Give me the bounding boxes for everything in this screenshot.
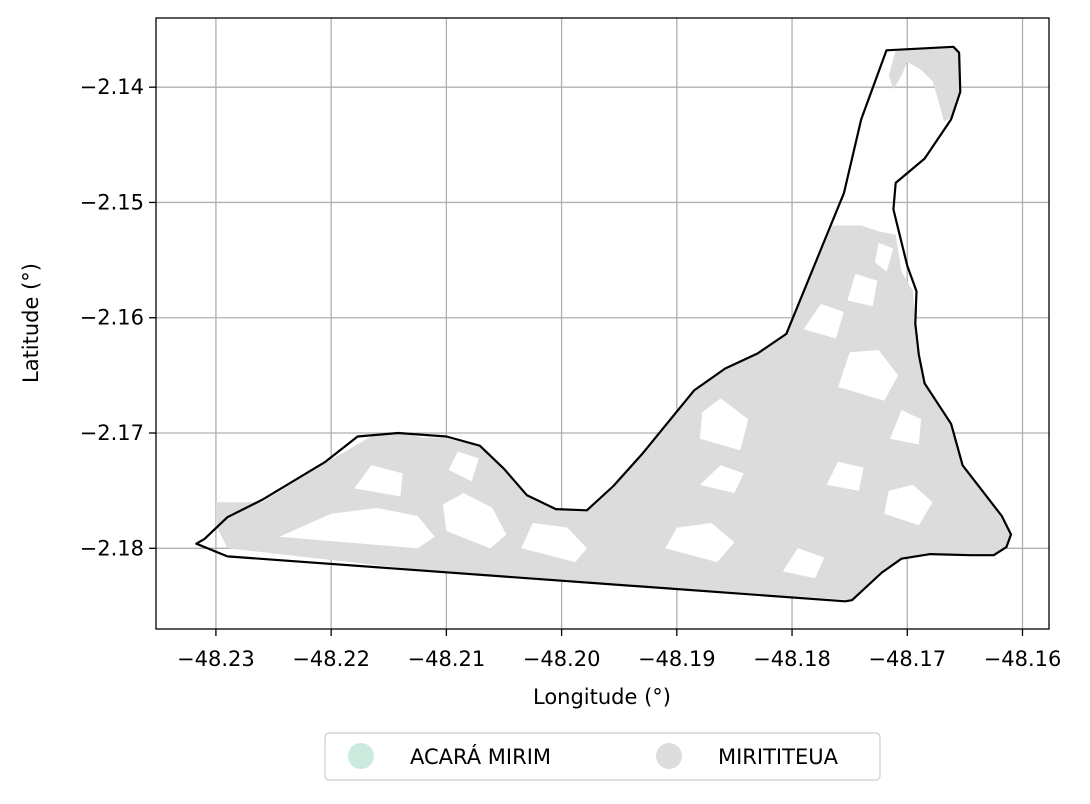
unclassified-gap — [838, 350, 899, 401]
island-boundary — [195, 45, 1013, 603]
y-tick-label: −2.17 — [80, 421, 144, 445]
x-tick-label: −48.17 — [868, 647, 946, 671]
unclassified-gap — [884, 484, 933, 526]
legend-label-acara-mirim: ACARÁ MIRIM — [410, 744, 551, 769]
x-axis-ticks: −48.23 −48.22 −48.21 −48.20 −48.19 −48.18 −48.… — [177, 629, 1061, 671]
x-tick-label: −48.18 — [753, 647, 831, 671]
legend-box — [324, 732, 881, 781]
x-tick-label: −48.21 — [408, 647, 486, 671]
y-tick-label: −2.18 — [80, 536, 144, 560]
legend-marker-mirititeua — [656, 743, 682, 769]
boundary-layer — [195, 45, 1013, 603]
unclassified-gap — [826, 461, 864, 491]
y-axis-ticks: −2.14 −2.15 −2.16 −2.17 −2.18 — [80, 75, 156, 560]
region-layer — [215, 46, 1011, 601]
legend: ACARÁ MIRIM MIRITITEUA — [324, 732, 881, 781]
y-tick-label: −2.16 — [80, 306, 144, 330]
y-tick-label: −2.15 — [80, 190, 144, 214]
unclassified-gap — [803, 303, 844, 339]
unclassified-gap — [890, 410, 922, 445]
unclassified-gap — [699, 465, 744, 493]
x-tick-label: −48.16 — [984, 647, 1062, 671]
unclassified-gap — [448, 451, 479, 482]
unclassified-gap — [782, 548, 825, 579]
y-axis-label: Latitude (°) — [19, 263, 43, 383]
x-axis-label: Longitude (°) — [533, 685, 671, 709]
unclassified-gap — [345, 511, 392, 537]
x-tick-label: −48.22 — [292, 647, 370, 671]
legend-marker-acara-mirim — [348, 743, 374, 769]
x-tick-label: −48.19 — [638, 647, 716, 671]
unclassified-gap — [875, 242, 894, 272]
region-mirititeua — [888, 46, 961, 122]
unclassified-gap — [521, 522, 587, 563]
unclassified-gap — [354, 465, 403, 497]
unclassified-gap — [847, 273, 878, 307]
unclassified-gap — [699, 398, 749, 451]
unclassified-gap — [442, 493, 507, 549]
x-tick-label: −48.23 — [177, 647, 255, 671]
unclassified-gap — [665, 522, 735, 563]
x-tick-label: −48.20 — [523, 647, 601, 671]
legend-label-mirititeua: MIRITITEUA — [718, 745, 839, 769]
y-tick-label: −2.14 — [80, 75, 144, 99]
plot-frame — [155, 17, 1050, 630]
